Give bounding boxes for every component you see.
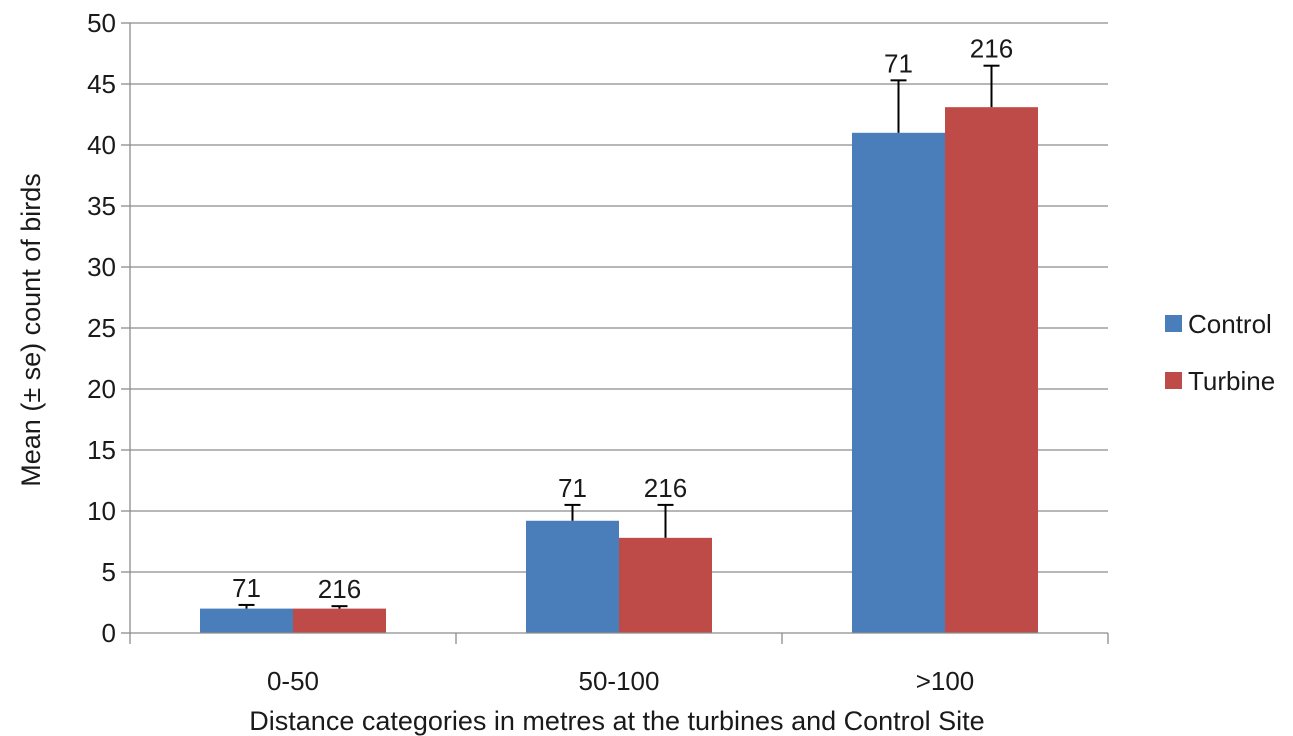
- legend-swatch-turbine: [1165, 372, 1182, 389]
- bar-turbine: [293, 608, 386, 633]
- y-tick-label: 5: [102, 557, 116, 587]
- y-tick-label: 35: [87, 191, 116, 221]
- legend-swatch-control: [1165, 315, 1182, 332]
- gridlines: [130, 22, 1108, 573]
- bars: [200, 107, 1038, 634]
- bar-control: [526, 520, 619, 633]
- y-tick-label: 50: [87, 8, 116, 38]
- x-axis-ticks: 0-50 50-100 >100: [129, 633, 1109, 696]
- y-tick-label: 0: [102, 618, 116, 648]
- legend-label-control: Control: [1188, 309, 1272, 339]
- error-bars: [238, 64, 1000, 609]
- bar-control: [200, 608, 293, 633]
- y-tick-label: 10: [87, 496, 116, 526]
- data-label: 216: [318, 574, 361, 604]
- y-axis-title: Mean (± se) count of birds: [16, 173, 46, 486]
- data-label: 216: [970, 34, 1013, 64]
- bar-control: [852, 132, 945, 634]
- axes: [129, 23, 1108, 634]
- x-tick-label: 50-100: [579, 666, 660, 696]
- x-axis-title: Distance categories in metres at the tur…: [249, 706, 984, 736]
- x-tick-label: 0-50: [267, 666, 319, 696]
- x-tick-label: >100: [916, 666, 975, 696]
- data-labels: 71 216 71 216 71 216: [232, 34, 1013, 604]
- y-tick-label: 25: [87, 313, 116, 343]
- y-tick-label: 40: [87, 130, 116, 160]
- y-axis-ticks: 0 5 10 15 20 25 30 35 40 45 50: [87, 8, 130, 648]
- data-label: 71: [232, 573, 261, 603]
- legend-label-turbine: Turbine: [1188, 366, 1275, 396]
- data-label: 71: [558, 473, 587, 503]
- legend: Control Turbine: [1165, 309, 1275, 396]
- bar-turbine: [945, 107, 1038, 634]
- data-label: 216: [644, 473, 687, 503]
- data-label: 71: [884, 48, 913, 78]
- y-tick-label: 30: [87, 252, 116, 282]
- y-tick-label: 20: [87, 374, 116, 404]
- bar-turbine: [619, 537, 712, 633]
- y-tick-label: 45: [87, 69, 116, 99]
- y-tick-label: 15: [87, 435, 116, 465]
